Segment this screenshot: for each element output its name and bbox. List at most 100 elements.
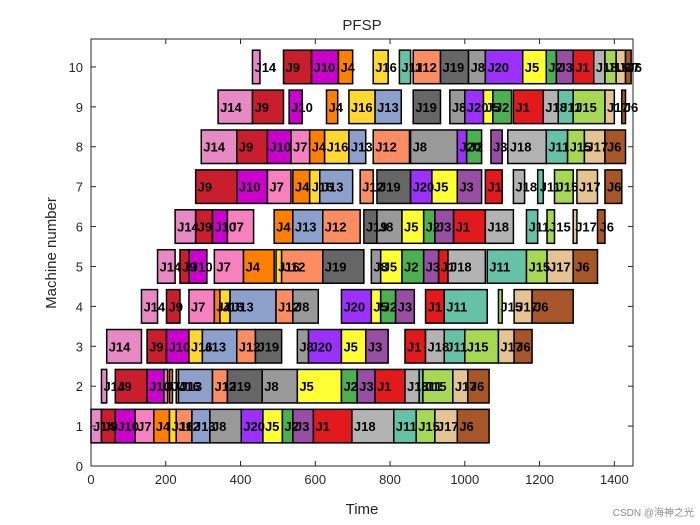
task-label: J18 (510, 140, 532, 155)
task-bar (266, 169, 292, 205)
task-bar (572, 248, 599, 284)
task-label: J1 (575, 60, 589, 75)
task-bar (621, 89, 627, 125)
task-label: J1 (377, 379, 391, 394)
task-label: J8 (452, 100, 466, 115)
task-label: J2 (426, 220, 440, 235)
task-bar (114, 368, 148, 404)
task-label: J13 (322, 180, 344, 195)
task-bar (465, 129, 483, 165)
task-label: J16 (222, 299, 244, 314)
y-tick-label: 7 (76, 180, 83, 195)
task-label: J17 (586, 140, 608, 155)
task-bar (604, 129, 627, 165)
task-label: J5 (383, 259, 397, 274)
y-tick-label: 0 (76, 459, 83, 474)
task-label: J18 (354, 419, 376, 434)
task-bar (604, 89, 616, 125)
task-label: J19 (325, 259, 347, 274)
task-label: J18 (596, 60, 618, 75)
task-label: J3 (295, 419, 309, 434)
task-label: J8 (295, 299, 309, 314)
task-bar (443, 288, 488, 324)
task-label: J15 (575, 100, 597, 115)
task-bar (168, 368, 174, 404)
task-label: J18 (407, 379, 429, 394)
task-label: J14 (203, 140, 225, 155)
task-bar (200, 129, 238, 165)
task-label: J5 (373, 299, 387, 314)
task-label: J12 (325, 220, 347, 235)
task-label: J19 (379, 180, 401, 195)
task-label: J3 (437, 220, 451, 235)
task-label: J16 (351, 100, 373, 115)
task-label: J17 (607, 100, 629, 115)
task-bar (431, 169, 459, 205)
task-label: J14 (254, 60, 276, 75)
task-bar (546, 209, 556, 245)
task-label: J6 (575, 259, 589, 274)
task-bar (100, 368, 108, 404)
task-label: J11 (548, 140, 569, 155)
task-label: J10 (314, 60, 336, 75)
task-bar (236, 169, 269, 205)
task-bar (484, 169, 503, 205)
task-label: J16 (171, 419, 193, 434)
task-label: J19 (415, 100, 437, 115)
task-label: J5 (265, 419, 279, 434)
task-bar (486, 248, 528, 284)
y-tick-label: 10 (69, 60, 83, 75)
task-label: J11 (528, 220, 549, 235)
task-label: J6 (459, 419, 473, 434)
task-bar (229, 288, 277, 324)
task-label: J19 (366, 220, 388, 235)
task-label: J19 (257, 339, 279, 354)
task-label: J12 (214, 379, 236, 394)
task-label: J3 (493, 140, 507, 155)
task-bar (394, 288, 416, 324)
task-label: J1 (441, 259, 455, 274)
task-label: J3 (398, 299, 412, 314)
task-label: J15 (549, 220, 571, 235)
task-label: J8 (212, 419, 226, 434)
x-tick-label: 1200 (525, 472, 554, 487)
task-bar (340, 288, 373, 324)
task-label: J4 (216, 299, 231, 314)
task-label: J9 (254, 100, 268, 115)
task-label: J4 (312, 140, 327, 155)
task-label: J14 (109, 339, 131, 354)
y-tick-label: 2 (76, 379, 83, 394)
task-label: J3 (426, 259, 440, 274)
x-tick-label: 1400 (600, 472, 629, 487)
task-label: J10 (117, 419, 139, 434)
task-bar (105, 328, 143, 364)
task-label: J17 (437, 419, 459, 434)
y-tick-label: 1 (76, 419, 83, 434)
task-label: J10 (149, 379, 171, 394)
task-label: J9 (198, 180, 212, 195)
task-label: J9 (149, 339, 163, 354)
chart-title: PFSP (342, 17, 381, 34)
task-label: J9 (169, 299, 183, 314)
task-bar (323, 129, 350, 165)
task-label: J10 (169, 339, 191, 354)
task-label: J10 (269, 140, 291, 155)
task-label: J9 (239, 140, 253, 155)
task-label: J11 (489, 259, 510, 274)
task-label: J18 (515, 180, 537, 195)
task-bar (596, 209, 606, 245)
task-label: J4 (295, 180, 310, 195)
task-label: J16 (327, 140, 349, 155)
task-label: J17 (516, 299, 538, 314)
task-label: J11 (540, 180, 561, 195)
task-label: J2 (469, 140, 483, 155)
task-bar (507, 129, 548, 165)
task-label: J3 (459, 180, 473, 195)
task-bar (490, 129, 503, 165)
task-label: J17 (575, 220, 597, 235)
task-label: J6 (516, 339, 530, 354)
task-label: J3 (359, 379, 373, 394)
task-bar (348, 129, 367, 165)
